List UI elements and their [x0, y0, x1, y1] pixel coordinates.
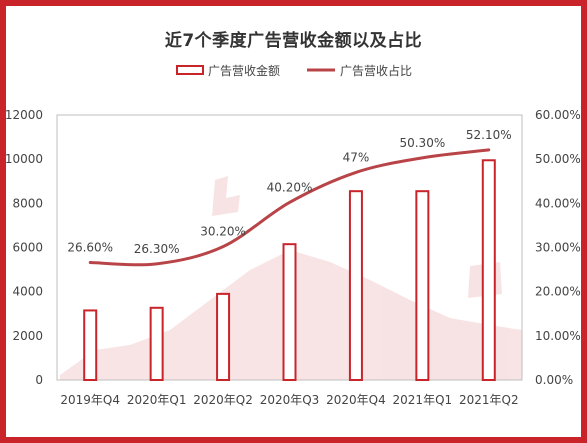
line-data-label: 52.10%: [466, 128, 512, 142]
y-right-tick-label: 40.00%: [535, 196, 581, 210]
x-tick-label: 2021年Q2: [459, 393, 519, 407]
plot-axes: 0 2000 4000 6000 8000 10000 12000 0.00% 10.00% 20…: [5, 108, 581, 407]
chart-title: 近7个季度广告营收金额以及占比: [164, 31, 423, 51]
y-right-tick-label: 30.00%: [535, 241, 581, 255]
x-tick-label: 2021年Q1: [393, 393, 453, 407]
legend-line-label: 广告营收占比: [340, 63, 412, 78]
bar: [415, 190, 430, 381]
data-labels: 26.60% 26.30% 30.20% 40.20% 47% 50.30% 52.10%: [67, 128, 511, 256]
line-data-label: 26.60%: [67, 241, 113, 255]
y-left-tick-label: 12000: [5, 108, 43, 122]
y-left-tick-label: 2000: [12, 329, 43, 343]
y-left-tick-label: 4000: [12, 285, 43, 299]
y-right-tick-label: 60.00%: [535, 108, 581, 122]
x-tick-label: 2020年Q4: [326, 393, 386, 407]
line-data-label: 47%: [343, 150, 370, 164]
bar: [149, 306, 164, 382]
line-series: [88, 148, 491, 267]
y-right-tick-label: 50.00%: [535, 152, 581, 166]
x-tick-label: 2020年Q2: [193, 393, 253, 407]
y-right-tick-label: 20.00%: [535, 285, 581, 299]
y-right-tick-label: 10.00%: [535, 329, 581, 343]
bar: [216, 292, 231, 381]
x-tick-label: 2020年Q3: [260, 393, 320, 407]
y-left-tick-label: 8000: [12, 196, 43, 210]
legend: 广告营收金额 广告营收占比: [176, 63, 412, 78]
line-data-label: 30.20%: [200, 225, 246, 239]
legend-bar-swatch: [176, 65, 204, 75]
line-data-label: 50.30%: [399, 136, 445, 150]
bar-series: [83, 159, 496, 382]
bar: [348, 190, 363, 381]
line-data-label: 26.30%: [134, 242, 180, 256]
bar: [282, 243, 297, 381]
x-tick-label: 2020年Q1: [127, 393, 187, 407]
bar: [83, 309, 98, 381]
y-left-tick-label: 0: [35, 373, 43, 387]
y-left-tick-label: 10000: [5, 152, 43, 166]
y-right-tick-label: 0.00%: [535, 373, 573, 387]
x-tick-label: 2019年Q4: [60, 393, 120, 407]
bar: [481, 159, 496, 381]
line-data-label: 40.20%: [267, 180, 313, 194]
share-line: [88, 148, 491, 267]
y-left-tick-label: 6000: [12, 241, 43, 255]
legend-bar-label: 广告营收金额: [208, 63, 280, 78]
